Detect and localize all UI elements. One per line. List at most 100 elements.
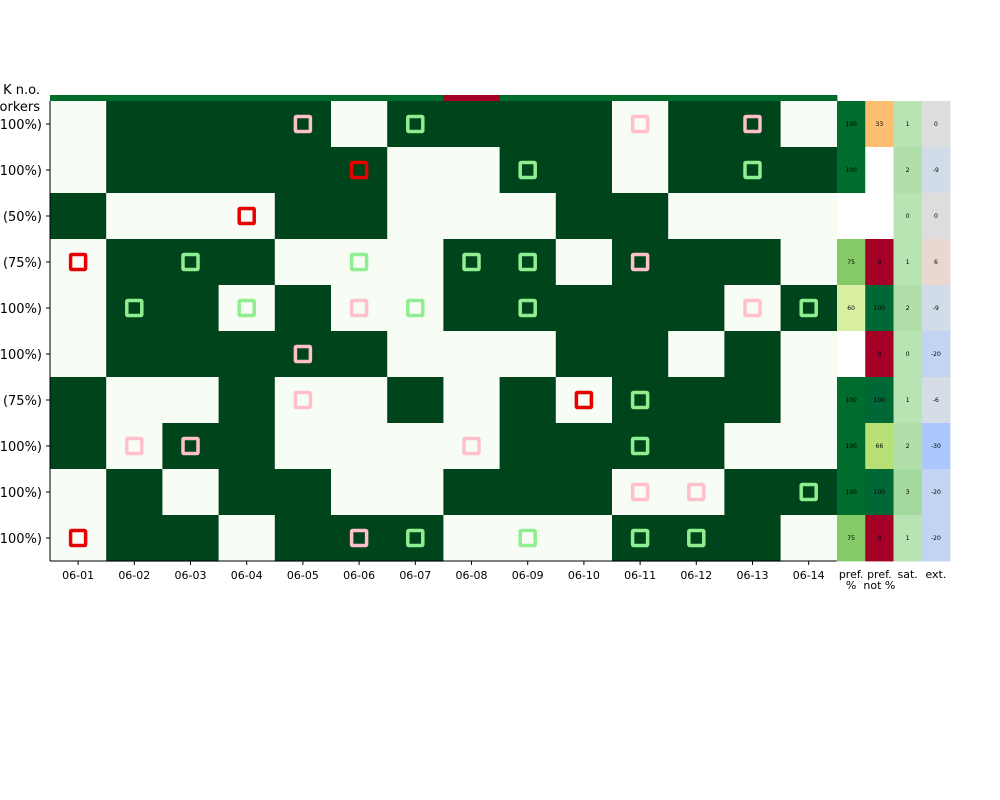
heatmap-cell xyxy=(162,423,220,470)
heatmap-cell xyxy=(555,285,613,332)
summary-columns: 100100756010010010075pref.%3301000100661… xyxy=(837,101,951,592)
heatmap-cell xyxy=(162,515,220,562)
marker-red xyxy=(68,252,88,272)
summary-value-label: 1 xyxy=(906,535,910,542)
summary-cell xyxy=(921,469,951,516)
summary-value-label: 3 xyxy=(906,489,910,496)
marker-green xyxy=(630,528,650,548)
corner-label-line1: K n.o. xyxy=(3,83,40,98)
summary-cell xyxy=(893,193,923,240)
heatmap-cell xyxy=(50,469,107,516)
x-tick-label: 06-02 xyxy=(118,569,150,582)
marker-green xyxy=(630,390,650,410)
heatmap-cell xyxy=(612,239,669,286)
summary-cell xyxy=(865,147,894,194)
heatmap-cell xyxy=(724,377,782,424)
marker-green xyxy=(518,252,537,272)
heatmap-cell xyxy=(106,469,163,516)
summary-value-label: -20 xyxy=(931,535,941,542)
summary-value-label: 100 xyxy=(874,489,886,496)
heatmap-cell xyxy=(555,193,613,240)
summary-value-label: -30 xyxy=(931,443,941,450)
summary-cell xyxy=(837,515,866,562)
heatmap-cell xyxy=(162,193,220,240)
summary-cell xyxy=(865,377,894,424)
summary-value-label: -20 xyxy=(931,351,941,358)
heatmap-cell xyxy=(387,515,444,562)
heatmap-cell xyxy=(724,285,782,332)
heatmap-cell xyxy=(387,193,444,240)
marker-green xyxy=(799,482,818,502)
summary-value-label: 0 xyxy=(906,213,910,220)
heatmap-cell xyxy=(387,377,444,424)
marker-green xyxy=(406,528,425,548)
x-tick-label: 06-03 xyxy=(175,569,207,582)
heatmap-cell xyxy=(387,423,444,470)
summary-cell xyxy=(837,331,866,378)
heatmap-cell xyxy=(555,423,613,470)
top-strip-cell xyxy=(162,95,220,101)
top-strip-cell xyxy=(499,95,557,101)
summary-cell xyxy=(893,469,923,516)
marker-green xyxy=(518,528,537,548)
marker-pink xyxy=(462,436,481,456)
heatmap-cell xyxy=(668,469,725,516)
summary-value-label: 6 xyxy=(934,259,938,266)
heatmap-cell xyxy=(612,515,669,562)
heatmap-cell xyxy=(274,101,332,148)
heatmap-cell xyxy=(555,331,613,378)
heatmap-cell xyxy=(331,239,388,286)
marker-green xyxy=(518,160,537,180)
marker-pink xyxy=(293,390,313,410)
heatmap-cell xyxy=(274,285,332,332)
top-strip-cell xyxy=(668,95,725,101)
heatmap-cell xyxy=(331,377,388,424)
marker-pink xyxy=(181,436,200,456)
heatmap-cell xyxy=(780,515,838,562)
summary-value-label: 100 xyxy=(845,167,857,174)
heatmap-cell xyxy=(780,285,838,332)
heatmap-cell xyxy=(724,239,782,286)
summary-value-label: 66 xyxy=(876,443,884,450)
summary-cell xyxy=(837,377,866,424)
heatmap-cell xyxy=(218,147,276,194)
heatmap-cell xyxy=(50,285,107,332)
heatmap-cell xyxy=(780,193,838,240)
heatmap-cell xyxy=(387,239,444,286)
marker-pink xyxy=(125,436,144,456)
heatmap-cell xyxy=(162,239,220,286)
heatmap-cell xyxy=(780,423,838,470)
heatmap-cell xyxy=(274,515,332,562)
summary-cell xyxy=(865,239,894,286)
heatmap-cell xyxy=(274,193,332,240)
heatmap-cell xyxy=(555,239,613,286)
x-tick-label: 06-08 xyxy=(456,569,488,582)
y-tick-label: (50%) xyxy=(3,210,42,225)
summary-value-label: 60 xyxy=(847,305,855,312)
heatmap-cell xyxy=(218,423,276,470)
marker-pink xyxy=(630,114,650,134)
y-tick-label: 100%) xyxy=(0,164,42,179)
heatmap-cell xyxy=(612,101,669,148)
heatmap-cell xyxy=(612,285,669,332)
marker-green xyxy=(799,298,818,318)
summary-value-label: 0 xyxy=(934,121,938,128)
heatmap-cell xyxy=(555,147,613,194)
summary-column-label: pref. xyxy=(867,568,892,581)
heatmap-cell xyxy=(106,285,163,332)
heatmap-cell xyxy=(106,377,163,424)
x-tick-label: 06-01 xyxy=(62,569,94,582)
top-strip-cell xyxy=(331,95,388,101)
heatmap-cell xyxy=(780,147,838,194)
summary-value-label: -9 xyxy=(933,305,939,312)
marker-pink xyxy=(293,344,313,364)
top-strip-cell xyxy=(612,95,669,101)
summary-value-label: 0 xyxy=(906,351,910,358)
heatmap-cell xyxy=(387,147,444,194)
marker-pink xyxy=(293,114,313,134)
heatmap-cell xyxy=(274,147,332,194)
marker-pink xyxy=(349,528,369,548)
heatmap-cell xyxy=(162,147,220,194)
heatmap-cell xyxy=(612,147,669,194)
